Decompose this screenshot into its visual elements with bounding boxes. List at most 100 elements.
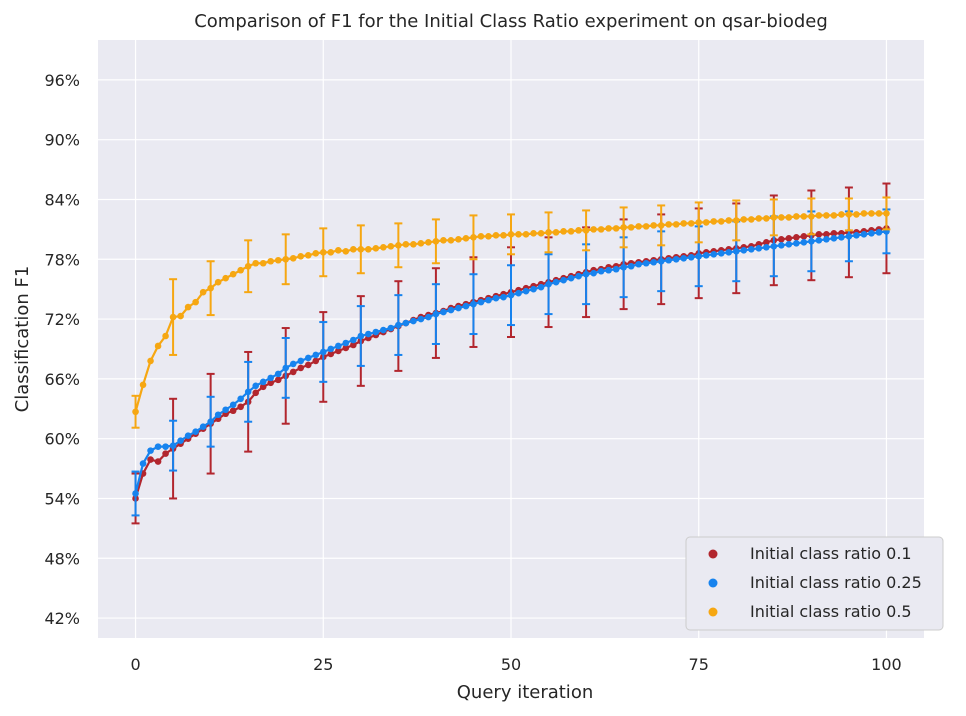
data-point: [417, 315, 425, 323]
data-point: [717, 249, 725, 257]
y-tick-label: 84%: [44, 190, 80, 209]
data-point: [372, 245, 380, 252]
data-point: [507, 291, 515, 299]
y-tick-label: 54%: [44, 489, 80, 508]
data-point: [177, 312, 184, 320]
data-point: [830, 235, 838, 242]
data-point: [147, 456, 154, 463]
data-point: [477, 298, 485, 306]
data-point: [327, 248, 335, 256]
data-point: [717, 218, 725, 225]
data-point: [763, 239, 770, 246]
data-point: [162, 443, 169, 450]
data-point: [154, 342, 162, 350]
data-point: [522, 287, 530, 295]
data-point: [252, 382, 259, 390]
data-point: [147, 357, 154, 365]
data-point: [357, 246, 365, 253]
y-tick-label: 48%: [44, 549, 80, 568]
data-point: [410, 317, 417, 325]
data-point: [304, 251, 312, 259]
data-point: [237, 266, 244, 274]
data-point: [162, 332, 169, 340]
data-point: [402, 241, 410, 248]
data-point: [853, 211, 860, 218]
data-point: [380, 244, 387, 251]
data-point: [815, 212, 823, 219]
data-point: [455, 304, 462, 312]
data-point: [800, 213, 808, 220]
legend: Initial class ratio 0.1 Initial class ra…: [685, 536, 944, 631]
data-point: [207, 284, 214, 292]
legend-marker-ratio-0.1: [708, 549, 718, 559]
data-point: [229, 401, 237, 409]
y-tick-label: 78%: [44, 250, 80, 269]
x-tick-label: 50: [501, 655, 521, 674]
data-point: [883, 210, 890, 217]
data-point: [627, 262, 635, 270]
data-point: [199, 288, 207, 296]
x-axis-label: Query iteration: [457, 682, 593, 703]
data-point: [672, 255, 680, 263]
data-point: [447, 237, 455, 244]
data-point: [462, 235, 470, 242]
data-point: [597, 267, 605, 275]
data-point: [635, 223, 642, 230]
data-point: [380, 326, 387, 334]
data-point: [635, 260, 642, 268]
data-point: [545, 280, 552, 288]
data-point: [672, 221, 680, 228]
data-point: [132, 490, 139, 497]
data-point: [169, 442, 177, 449]
data-point: [425, 313, 432, 321]
y-tick-label: 42%: [44, 609, 80, 628]
x-tick-label: 0: [130, 655, 140, 674]
grid: [98, 40, 924, 638]
data-point: [778, 236, 785, 243]
data-point: [815, 237, 823, 244]
data-point: [410, 241, 417, 248]
data-point: [868, 210, 875, 217]
data-point: [740, 216, 748, 223]
data-point: [597, 226, 605, 233]
data-point: [312, 249, 320, 257]
data-point: [642, 259, 650, 267]
data-point: [665, 256, 672, 264]
data-point: [229, 407, 237, 415]
data-point: [808, 238, 815, 245]
data-point: [830, 230, 838, 237]
data-point: [642, 223, 650, 230]
data-point: [868, 230, 875, 237]
data-point: [282, 364, 290, 372]
data-point: [590, 269, 597, 277]
data-point: [770, 243, 778, 250]
data-point: [244, 262, 252, 270]
data-point: [304, 354, 312, 362]
data-point: [875, 210, 883, 217]
data-point: [530, 230, 537, 237]
data-point: [853, 232, 860, 239]
data-point: [274, 370, 282, 378]
data-point: [732, 247, 740, 255]
data-point: [793, 213, 800, 220]
data-point: [470, 300, 477, 308]
data-point: [800, 233, 808, 240]
data-point: [229, 270, 237, 278]
data-point: [823, 212, 830, 219]
data-point: [334, 247, 342, 254]
data-point: [387, 324, 395, 332]
data-point: [845, 211, 853, 218]
data-point: [334, 347, 342, 355]
data-point: [282, 255, 290, 263]
data-point: [312, 351, 320, 359]
data-point: [252, 389, 259, 397]
data-point: [357, 332, 365, 340]
data-point: [184, 432, 192, 439]
data-point: [192, 428, 199, 435]
data-point: [687, 220, 695, 227]
data-point: [274, 256, 282, 264]
y-tick-label: 72%: [44, 310, 80, 329]
data-point: [582, 227, 590, 234]
data-point: [785, 241, 793, 248]
